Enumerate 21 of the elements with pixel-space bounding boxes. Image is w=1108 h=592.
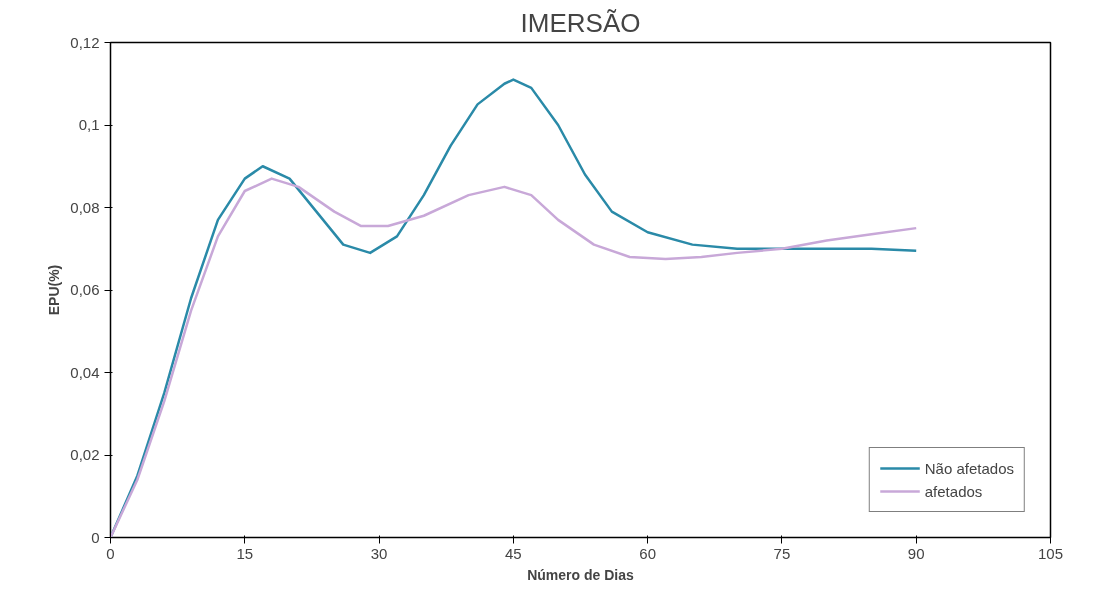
x-tick-label: 105 <box>1037 544 1064 562</box>
x-tick-label: 15 <box>236 544 254 562</box>
y-tick-label: 0,1 <box>78 116 100 133</box>
legend-label: Não afetados <box>924 459 1014 477</box>
line-series <box>110 177 918 538</box>
x-tick-label: 75 <box>773 544 791 562</box>
y-tick-label: 0,06 <box>70 281 100 298</box>
y-tick-label: 0 <box>91 528 100 546</box>
y-axis-title: EPU(%) <box>46 264 63 316</box>
x-tick-label: 45 <box>505 544 522 562</box>
x-tick-label: 0 <box>106 544 115 562</box>
y-tick-label: 0,08 <box>70 198 100 216</box>
legend-label: afetados <box>924 482 983 500</box>
x-tick-label: 90 <box>907 544 925 562</box>
x-tick-label: 30 <box>370 544 388 562</box>
chart-title: IMERSÃO <box>520 7 641 38</box>
y-tick-label: 0,12 <box>70 33 100 51</box>
y-tick-label: 0,02 <box>70 446 100 463</box>
x-tick-label: 60 <box>639 544 656 562</box>
x-axis-title: Número de Dias <box>527 566 635 583</box>
y-tick-label: 0,04 <box>70 363 100 381</box>
